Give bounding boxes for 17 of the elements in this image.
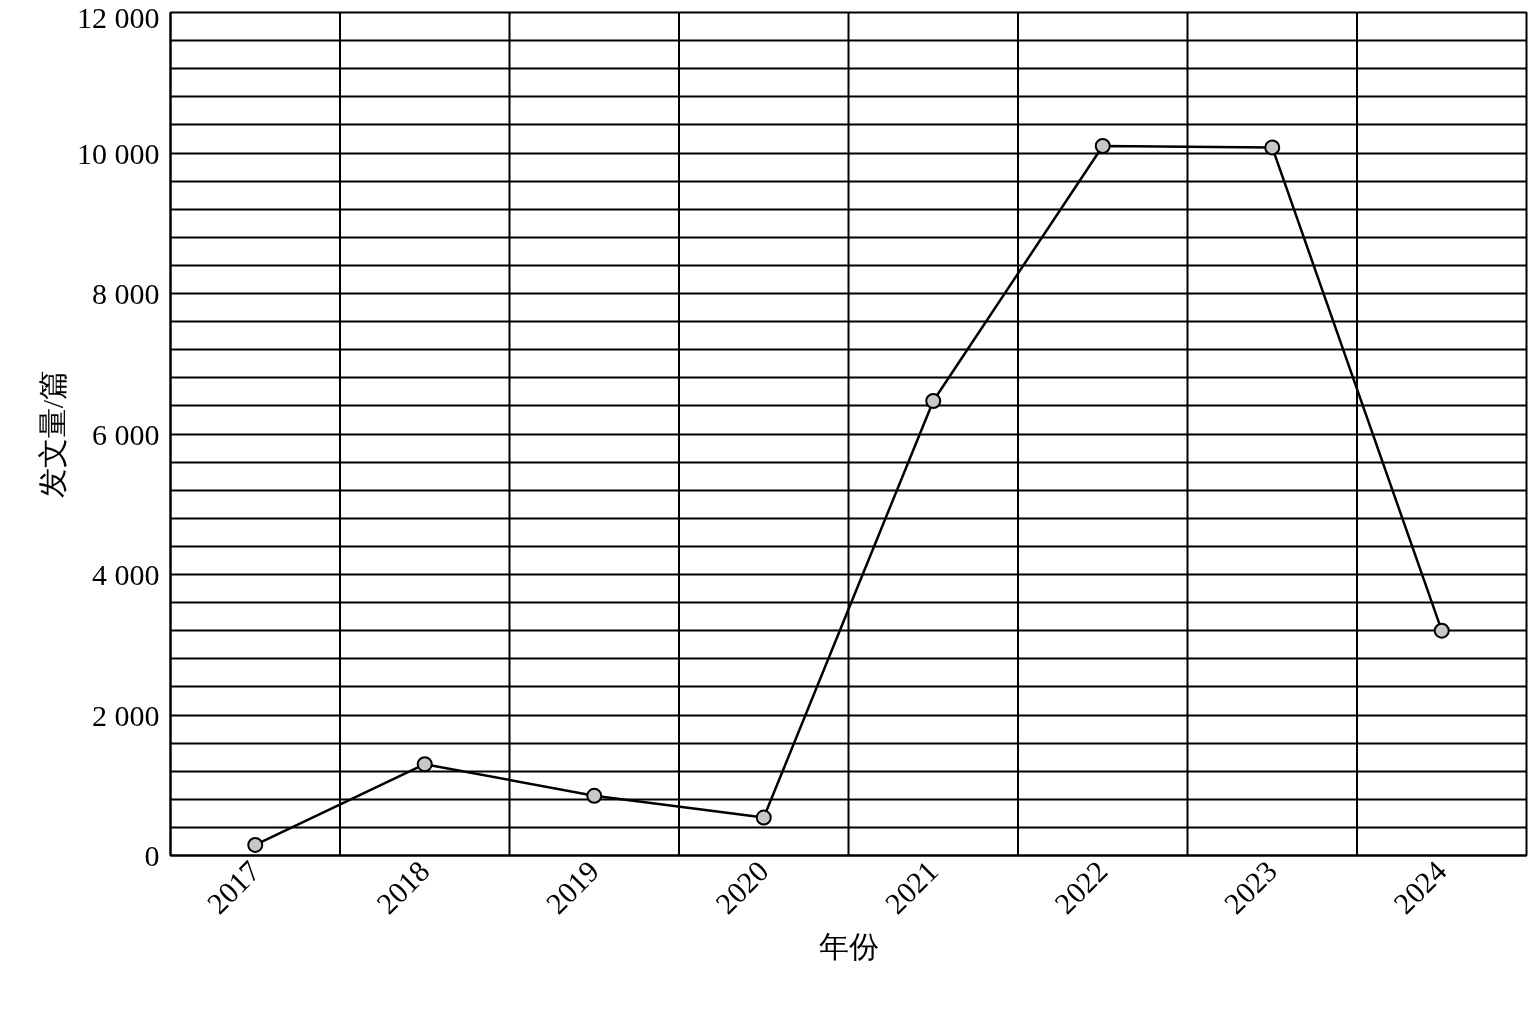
y-tick-label: 4 000 xyxy=(92,558,160,591)
point xyxy=(416,756,433,773)
y-tick-label: 10 000 xyxy=(77,136,160,170)
y-tick-label: 12 000 xyxy=(77,0,160,34)
point xyxy=(1433,622,1450,639)
y-axis-title: 发文量/篇 xyxy=(36,369,69,499)
y-tick-label: 8 000 xyxy=(92,277,160,310)
x-axis-title: 年份 xyxy=(818,930,879,964)
point xyxy=(1264,139,1281,156)
point xyxy=(755,809,772,826)
point xyxy=(247,836,264,853)
point xyxy=(586,787,603,804)
y-tick-label: 6 000 xyxy=(92,417,160,451)
y-tick-label: 2 000 xyxy=(92,698,160,732)
point xyxy=(1094,137,1111,154)
point xyxy=(925,393,942,409)
y-tick-label: 0 xyxy=(144,839,160,872)
